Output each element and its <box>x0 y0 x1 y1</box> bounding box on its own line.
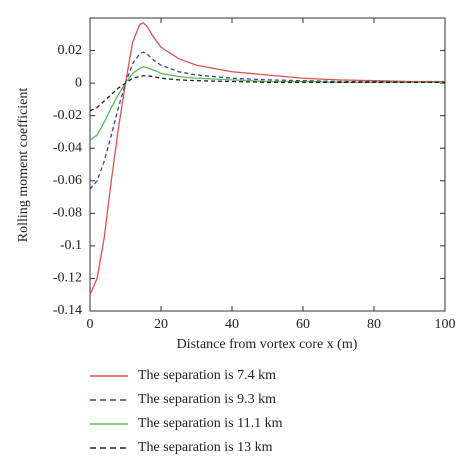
series-line <box>89 51 445 190</box>
x-tick-label: 100 <box>435 317 456 332</box>
y-tick-label: -0.08 <box>53 206 82 221</box>
y-tick-label: -0.14 <box>53 303 82 318</box>
x-tick-label: 20 <box>154 317 168 332</box>
x-tick-label: 40 <box>225 317 239 332</box>
y-axis-label: Rolling moment coefficient <box>16 88 31 243</box>
y-tick-label: 0.02 <box>58 43 83 58</box>
x-tick-label: 60 <box>296 317 310 332</box>
legend-label: The separation is 11.1 km <box>138 416 283 431</box>
x-axis-label: Distance from vortex core x (m) <box>177 337 358 352</box>
y-tick-label: -0.02 <box>53 108 82 123</box>
series-line <box>89 22 445 295</box>
legend-label: The separation is 7.4 km <box>138 368 276 383</box>
y-tick-label: -0.12 <box>53 271 82 286</box>
legend-label: The separation is 13 km <box>138 440 273 455</box>
y-tick-label: 0 <box>75 75 82 90</box>
series-line <box>89 66 445 141</box>
y-tick-label: -0.04 <box>53 140 82 155</box>
legend-label: The separation is 9.3 km <box>138 392 276 407</box>
x-tick-label: 80 <box>367 317 381 332</box>
y-tick-label: -0.06 <box>53 173 82 188</box>
series-line <box>89 75 445 112</box>
plot-frame <box>89 17 446 312</box>
y-tick-label: -0.1 <box>60 238 82 253</box>
x-tick-label: 0 <box>87 317 94 332</box>
